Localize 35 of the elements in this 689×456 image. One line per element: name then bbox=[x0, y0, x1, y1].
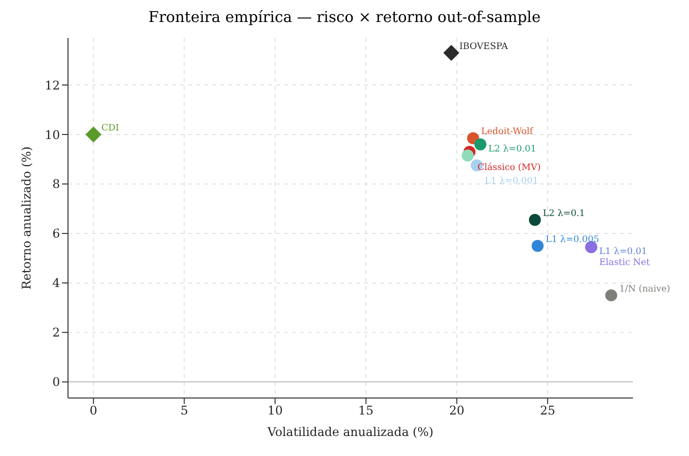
x-tick-label: 15 bbox=[358, 404, 374, 418]
y-tick-label: 8 bbox=[52, 177, 60, 192]
x-axis-title: Volatilidade anualizada (%) bbox=[266, 425, 434, 439]
y-tick-label: 12 bbox=[44, 78, 60, 92]
series-label: L2 λ=0.1 bbox=[542, 208, 586, 219]
y-tick-label: 6 bbox=[52, 226, 60, 241]
y-tick-label: 4 bbox=[52, 276, 60, 290]
point bbox=[85, 126, 102, 142]
series-label: L2 λ=0.01 bbox=[488, 144, 536, 154]
series-label: IBOVESPA bbox=[459, 42, 508, 52]
series-label: Clássico (MV) bbox=[477, 162, 541, 173]
y-tick-label: 2 bbox=[52, 326, 60, 340]
series-label: L1 λ=0.01 bbox=[599, 247, 648, 258]
point bbox=[528, 214, 541, 226]
series-label: Ledoit-Wolf bbox=[481, 127, 534, 138]
series-label: L1 λ=0.001 bbox=[484, 176, 538, 186]
point bbox=[467, 132, 480, 144]
x-tick-label: 25 bbox=[540, 404, 556, 418]
series-label: CDI bbox=[101, 123, 120, 134]
x-tick-label: 0 bbox=[90, 404, 98, 418]
y-tick-label: 10 bbox=[44, 128, 60, 142]
point bbox=[474, 138, 486, 150]
y-tick-label: 0 bbox=[52, 375, 60, 390]
series-label: L1 λ=0.005 bbox=[546, 234, 600, 245]
chart-title: Fronteira empírica — risco × retorno out-of-sample bbox=[147, 8, 542, 28]
series-label: Elastic Net bbox=[599, 258, 650, 268]
point bbox=[532, 240, 544, 252]
point bbox=[605, 289, 618, 302]
x-tick-label: 20 bbox=[449, 404, 464, 418]
series-label: 1/N (naive) bbox=[619, 284, 670, 294]
point bbox=[462, 150, 474, 162]
x-tick-label: 10 bbox=[267, 404, 283, 418]
x-tick-label: 5 bbox=[180, 404, 188, 418]
point bbox=[443, 44, 460, 61]
y-axis-title: Retorno anualizado (%) bbox=[19, 146, 34, 290]
